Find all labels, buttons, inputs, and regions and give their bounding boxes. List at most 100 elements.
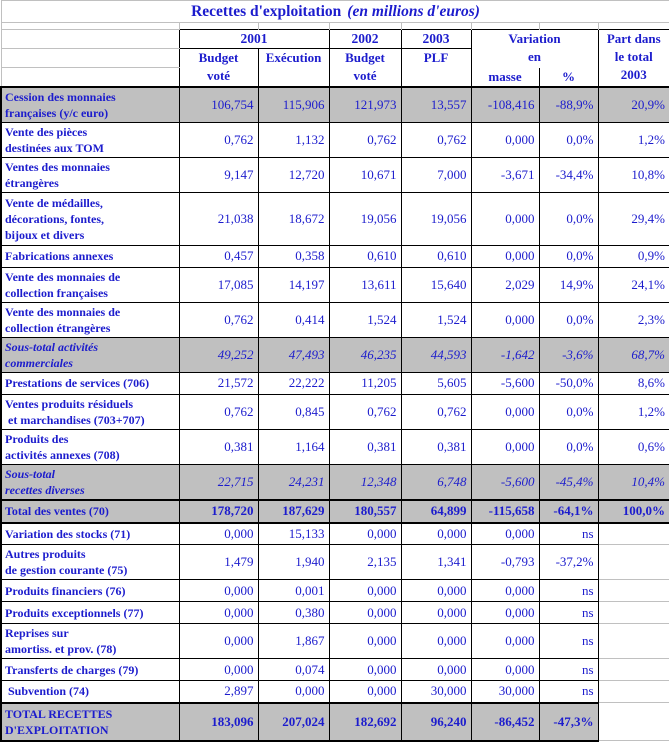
part-total-cell: 1,2% <box>597 393 669 430</box>
table-title-text: Recettes d'exploitation <box>191 2 342 20</box>
label-line: Cession des monnaies <box>5 89 116 104</box>
variation-masse-cell: 0,000 <box>470 579 540 602</box>
table-row-activites-annexes: Produits des activités annexes (708) 0,38… <box>0 428 669 465</box>
header-2002: 2002 <box>328 29 402 49</box>
part-total-cell: 24,1% <box>597 266 669 303</box>
part-total-cell: 10,4% <box>597 463 669 500</box>
label-line: Vente des monnaies de <box>5 269 121 284</box>
row-label-cell: Produits financiers (76) <box>0 579 180 602</box>
variation-pct-cell: -64,1% <box>538 498 599 524</box>
execution-2001-cell: 24,231 <box>257 463 330 500</box>
plf-2003-cell: 1,341 <box>400 544 472 580</box>
plf-2003-cell: 7,000 <box>400 156 472 193</box>
table-row-total-recettes: TOTAL RECETTES D'EXPLOITATION 183,096 207… <box>0 701 669 742</box>
header-row-subtitles: Budget voté Exécution Budget voté PLF <box>0 48 669 88</box>
grid-strip-row <box>0 22 669 30</box>
table-row-transferts-charges: Transferts de charges (79) 0,000 0,074 0… <box>0 658 669 681</box>
execution-2001-cell: 15,133 <box>257 522 330 545</box>
plf-2003-cell: 5,605 <box>400 371 472 395</box>
budget-2002-cell: 1,524 <box>328 301 402 338</box>
variation-masse-cell: 0,000 <box>470 658 540 681</box>
header-execution-2001: Exécution <box>257 48 330 88</box>
grid-strip-cell <box>401 22 472 30</box>
table-title: Recettes d'exploitation (en millions d'eu… <box>0 0 669 23</box>
label-line: Autres produits <box>5 547 86 561</box>
execution-2001-cell: 1,940 <box>257 544 330 580</box>
execution-2001-cell: 14,197 <box>257 266 330 303</box>
row-label-cell: Sous-total activités commerciales <box>0 336 180 373</box>
budget-2002-cell: 0,762 <box>328 393 402 430</box>
label-line: Transferts de charges (79) <box>5 662 139 677</box>
budget-2002-cell: 2,135 <box>328 544 402 580</box>
execution-2001-cell: 115,906 <box>257 86 330 123</box>
budget-2001-cell: 183,096 <box>178 701 259 742</box>
label-line: de gestion courante (75) <box>5 563 128 577</box>
row-label-cell: Ventes des monnaies étrangères <box>0 156 180 193</box>
variation-pct-cell: ns <box>538 579 599 602</box>
execution-2001-cell: 12,720 <box>257 156 330 193</box>
header-part-total: Part dans le total 2003 <box>597 29 669 88</box>
label-line: destinées aux TOM <box>5 140 104 155</box>
budget-2001-cell: 0,762 <box>178 301 259 338</box>
part-total-cell: 0,9% <box>597 244 669 268</box>
variation-masse-cell: 0,000 <box>470 428 540 465</box>
part-total-cell: 29,4% <box>597 191 669 246</box>
label-line: Subvention (74) <box>5 684 90 699</box>
variation-pct-cell: ns <box>538 601 599 624</box>
budget-2001-cell: 49,252 <box>178 336 259 373</box>
grid-strip-cell <box>0 22 180 30</box>
variation-pct-cell: 0,0% <box>538 301 599 338</box>
label-line: Total des ventes (70) <box>5 504 109 518</box>
label-line: collection étrangères <box>5 320 111 335</box>
row-label-cell: Vente des monnaies de collection français… <box>0 266 180 303</box>
table-row-produits-exceptionnels: Produits exceptionnels (77) 0,000 0,380 … <box>0 601 669 624</box>
header-budget-line1: Budget <box>345 50 385 65</box>
plf-2003-cell: 0,381 <box>400 428 472 465</box>
execution-2001-cell: 0,001 <box>257 579 330 602</box>
variation-masse-cell: -115,658 <box>470 498 540 524</box>
header-row-units: masse % <box>0 67 669 88</box>
execution-2001-cell: 0,414 <box>257 301 330 338</box>
header-row-years: 2001 2002 2003 Variation en Part dans le t… <box>0 29 669 88</box>
label-line: D'EXPLOITATION <box>5 722 109 737</box>
variation-masse-cell: 0,000 <box>470 393 540 430</box>
execution-2001-cell: 187,629 <box>257 498 330 524</box>
table-row-reprises: Reprises sur amortiss. et prov. (78) 0,00… <box>0 623 669 659</box>
budget-2002-cell: 0,762 <box>328 121 402 158</box>
variation-masse-cell: 0,000 <box>470 301 540 338</box>
row-label-cell: Vente des monnaies de collection étrangèr… <box>0 301 180 338</box>
header-execution-label: Exécution <box>265 50 322 65</box>
table-row-variation-stocks: Variation des stocks (71) 0,000 15,133 0… <box>0 522 669 545</box>
label-line: Vente de médailles, <box>5 195 103 210</box>
plf-2003-cell: 0,610 <box>400 244 472 268</box>
budget-2002-cell: 19,056 <box>328 191 402 246</box>
variation-masse-cell: 0,000 <box>470 191 540 246</box>
label-line: françaises (y/c euro) <box>5 105 109 120</box>
budget-2002-cell: 0,000 <box>328 522 402 545</box>
label-line: amortiss. et prov. (78) <box>5 642 117 656</box>
label-line: Fabrications annexes <box>5 249 114 263</box>
part-total-cell: 100,0% <box>597 498 669 524</box>
row-label-cell: Reprises sur amortiss. et prov. (78) <box>0 623 180 659</box>
budget-2002-cell: 11,205 <box>328 371 402 395</box>
part-total-cell <box>597 601 669 624</box>
execution-2001-cell: 0,845 <box>257 393 330 430</box>
plf-2003-cell: 0,000 <box>400 522 472 545</box>
plf-2003-cell: 6,748 <box>400 463 472 500</box>
variation-masse-cell: 0,000 <box>470 623 540 659</box>
header-budget-line1: Budget <box>198 50 239 65</box>
execution-2001-cell: 1,132 <box>257 121 330 158</box>
budget-2001-cell: 0,000 <box>178 623 259 659</box>
variation-masse-cell: -0,793 <box>470 544 540 580</box>
label-line: étrangères <box>5 175 59 190</box>
label-line: Reprises sur <box>5 626 69 640</box>
budget-2002-cell: 10,671 <box>328 156 402 193</box>
budget-2002-cell: 12,348 <box>328 463 402 500</box>
row-label-cell: Total des ventes (70) <box>0 498 180 524</box>
part-total-cell <box>597 623 669 659</box>
plf-2003-cell: 30,000 <box>400 680 472 703</box>
part-total-cell <box>597 544 669 580</box>
header-budget-line2: voté <box>353 68 377 83</box>
part-total-cell: 1,2% <box>597 121 669 158</box>
